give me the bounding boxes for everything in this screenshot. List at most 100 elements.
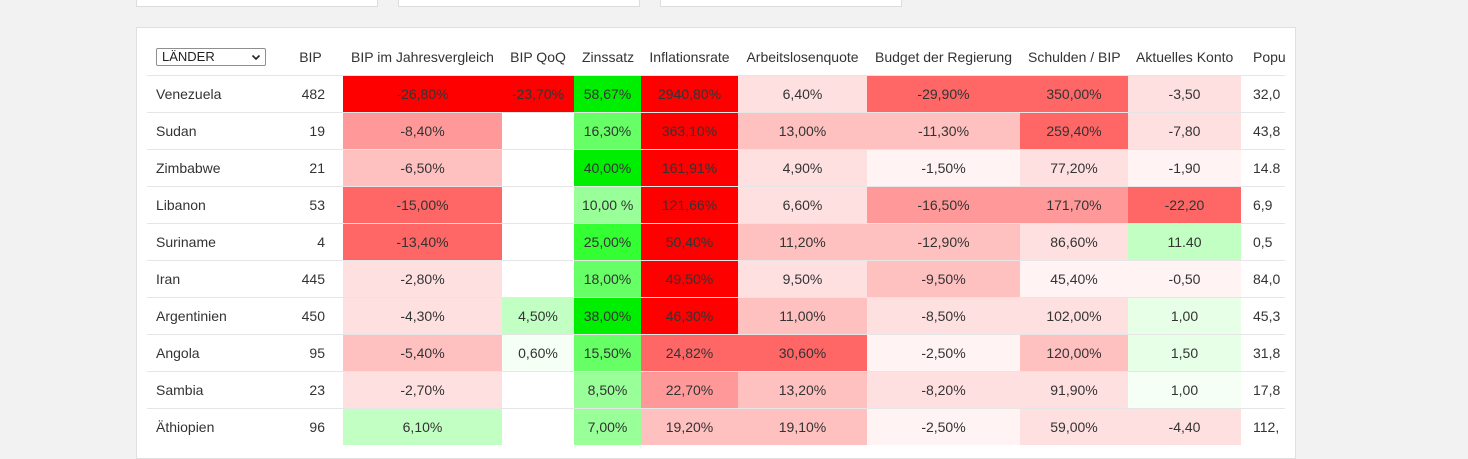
table-row[interactable]: Argentinien 450 -4,30% 4,50% 38,00% 46,3… <box>147 297 1285 335</box>
cell-population: 112, <box>1241 408 1285 445</box>
table-row[interactable]: Äthiopien 96 6,10% 7,00% 19,20% 19,10% -… <box>147 408 1285 445</box>
cell-population: 17,8 <box>1241 371 1285 409</box>
indicator-table: LÄNDER BIP BIP im Jahresvergleich BIP Qo… <box>147 38 1285 445</box>
cell-bip-yoy: -6,50% <box>343 149 502 187</box>
cell-bip-qoq <box>502 371 574 409</box>
filter-box-1[interactable] <box>136 0 378 7</box>
cell-current-account: 11.40 <box>1128 223 1241 261</box>
cell-unemployment: 11,00% <box>738 297 867 335</box>
cell-population: 31,8 <box>1241 334 1285 372</box>
cell-debt: 77,20% <box>1020 149 1128 187</box>
cell-bip: 19 <box>278 112 343 150</box>
cell-bip: 23 <box>278 371 343 409</box>
column-header-schulden-bip[interactable]: Schulden / BIP <box>1028 48 1121 65</box>
cell-bip-yoy: -4,30% <box>343 297 502 335</box>
country-name[interactable]: Äthiopien <box>147 408 278 445</box>
cell-budget: -9,50% <box>867 260 1020 298</box>
cell-population: 45,3 <box>1241 297 1285 335</box>
cell-current-account: -3,50 <box>1128 75 1241 113</box>
cell-population: 32,0 <box>1241 75 1285 113</box>
region-select-value: LÄNDER <box>162 49 215 65</box>
cell-zinssatz: 40,00% <box>574 149 641 187</box>
column-header-population[interactable]: Popul <box>1253 48 1285 65</box>
cell-budget: -11,30% <box>867 112 1020 150</box>
cell-zinssatz: 38,00% <box>574 297 641 335</box>
table-row[interactable]: Zimbabwe 21 -6,50% 40,00% 161,91% 4,90% … <box>147 149 1285 187</box>
table-scroll-area[interactable]: LÄNDER BIP BIP im Jahresvergleich BIP Qo… <box>147 38 1285 458</box>
table-row[interactable]: Angola 95 -5,40% 0,60% 15,50% 24,82% 30,… <box>147 334 1285 372</box>
column-header-zinssatz[interactable]: Zinssatz <box>582 48 635 65</box>
column-header-arbeitslosenquote[interactable]: Arbeitslosenquote <box>746 48 859 65</box>
column-header-bip-qoq[interactable]: BIP QoQ <box>510 48 566 65</box>
cell-unemployment: 9,50% <box>738 260 867 298</box>
country-name[interactable]: Sudan <box>147 112 278 150</box>
cell-budget: -16,50% <box>867 186 1020 224</box>
cell-bip-yoy: -5,40% <box>343 334 502 372</box>
cell-unemployment: 13,20% <box>738 371 867 409</box>
cell-budget: -1,50% <box>867 149 1020 187</box>
region-header: LÄNDER <box>147 38 278 76</box>
cell-inflation: 24,82% <box>641 334 738 372</box>
table-row[interactable]: Sudan 19 -8,40% 16,30% 363,10% 13,00% -1… <box>147 112 1285 150</box>
cell-unemployment: 4,90% <box>738 149 867 187</box>
cell-debt: 86,60% <box>1020 223 1128 261</box>
cell-current-account: -1,90 <box>1128 149 1241 187</box>
cell-bip-yoy: -15,00% <box>343 186 502 224</box>
cell-debt: 259,40% <box>1020 112 1128 150</box>
cell-bip-qoq <box>502 149 574 187</box>
cell-zinssatz: 18,00% <box>574 260 641 298</box>
cell-debt: 45,40% <box>1020 260 1128 298</box>
country-name[interactable]: Zimbabwe <box>147 149 278 187</box>
country-name[interactable]: Angola <box>147 334 278 372</box>
filter-box-3[interactable] <box>660 0 902 7</box>
filter-box-2[interactable] <box>398 0 640 7</box>
cell-debt: 350,00% <box>1020 75 1128 113</box>
country-name[interactable]: Iran <box>147 260 278 298</box>
cell-bip-yoy: -13,40% <box>343 223 502 261</box>
cell-bip-qoq: 4,50% <box>502 297 574 335</box>
cell-unemployment: 30,60% <box>738 334 867 372</box>
cell-budget: -12,90% <box>867 223 1020 261</box>
cell-unemployment: 19,10% <box>738 408 867 445</box>
column-header-bip[interactable]: BIP <box>299 48 322 65</box>
table-row[interactable]: Venezuela 482 -26,80% -23,70% 58,67% 294… <box>147 75 1285 113</box>
column-header-bip-yoy[interactable]: BIP im Jahresvergleich <box>351 48 494 65</box>
cell-bip: 96 <box>278 408 343 445</box>
table-row[interactable]: Libanon 53 -15,00% 10,00 % 121,66% 6,60%… <box>147 186 1285 224</box>
column-header-aktuelles-konto[interactable]: Aktuelles Konto <box>1136 48 1234 65</box>
cell-debt: 91,90% <box>1020 371 1128 409</box>
cell-population: 6,9 <box>1241 186 1285 224</box>
cell-bip-qoq <box>502 260 574 298</box>
table-row[interactable]: Sambia 23 -2,70% 8,50% 22,70% 13,20% -8,… <box>147 371 1285 409</box>
cell-budget: -2,50% <box>867 408 1020 445</box>
cell-bip-qoq <box>502 186 574 224</box>
cell-current-account: -4,40 <box>1128 408 1241 445</box>
table-row[interactable]: Iran 445 -2,80% 18,00% 49,50% 9,50% -9,5… <box>147 260 1285 298</box>
country-name[interactable]: Libanon <box>147 186 278 224</box>
cell-unemployment: 13,00% <box>738 112 867 150</box>
cell-budget: -8,50% <box>867 297 1020 335</box>
cell-budget: -29,90% <box>867 75 1020 113</box>
cell-zinssatz: 10,00 % <box>574 186 641 224</box>
country-name[interactable]: Argentinien <box>147 297 278 335</box>
cell-population: 84,0 <box>1241 260 1285 298</box>
cell-bip-yoy: -2,70% <box>343 371 502 409</box>
country-name[interactable]: Venezuela <box>147 75 278 113</box>
cell-bip: 21 <box>278 149 343 187</box>
cell-current-account: -22,20 <box>1128 186 1241 224</box>
cell-current-account: 1,00 <box>1128 371 1241 409</box>
country-name[interactable]: Suriname <box>147 223 278 261</box>
cell-bip-qoq <box>502 223 574 261</box>
region-select[interactable]: LÄNDER <box>156 47 266 66</box>
cell-bip: 53 <box>278 186 343 224</box>
chevron-down-icon <box>251 54 261 60</box>
column-header-budget[interactable]: Budget der Regierung <box>875 48 1012 65</box>
table-row[interactable]: Suriname 4 -13,40% 25,00% 50,40% 11,20% … <box>147 223 1285 261</box>
cell-debt: 59,00% <box>1020 408 1128 445</box>
cell-zinssatz: 16,30% <box>574 112 641 150</box>
cell-bip-qoq: 0,60% <box>502 334 574 372</box>
column-header-inflationsrate[interactable]: Inflationsrate <box>649 48 730 65</box>
cell-bip-qoq <box>502 408 574 445</box>
cell-inflation: 2940,80% <box>641 75 738 113</box>
country-name[interactable]: Sambia <box>147 371 278 409</box>
